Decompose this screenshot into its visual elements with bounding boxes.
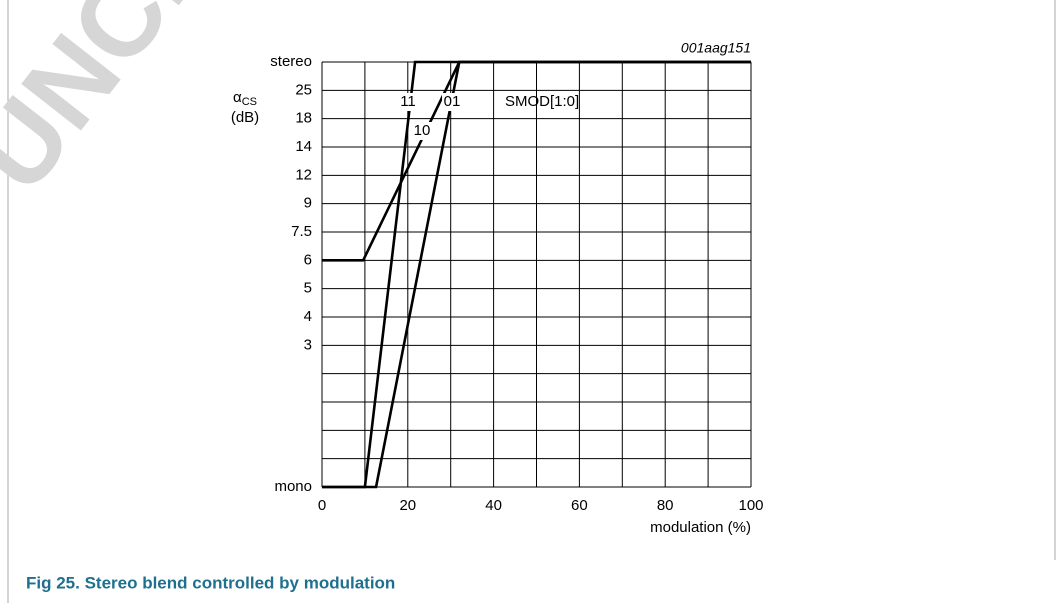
annotation: SMOD[1:0] xyxy=(505,93,579,110)
series-label-bg xyxy=(412,122,432,140)
y-tick-label: 12 xyxy=(295,166,312,183)
y-label-symbol: α xyxy=(233,89,242,106)
y-tick-label: 25 xyxy=(295,81,312,98)
y-tick-label: 6 xyxy=(304,251,312,268)
y-tick-label: 14 xyxy=(295,138,312,155)
y-tick-label: mono xyxy=(274,478,312,495)
y-tick-label: 18 xyxy=(295,110,312,127)
series-label: 10 xyxy=(414,122,431,139)
y-label: αCS xyxy=(233,89,257,108)
caption: Fig 25. Stereo blend controlled by modul… xyxy=(26,573,395,592)
y-tick-label: 3 xyxy=(304,336,312,353)
x-label: modulation (%) xyxy=(650,519,751,536)
y-tick-label: 4 xyxy=(304,308,312,325)
watermark: UNCL xyxy=(0,0,234,214)
y-tick-label: 5 xyxy=(304,280,312,297)
figure-code: 001aag151 xyxy=(681,40,751,56)
series-label: 11 xyxy=(400,93,416,110)
y-tick-label: stereo xyxy=(270,53,312,70)
series-label: 01 xyxy=(444,93,461,110)
x-tick-label: 80 xyxy=(657,497,674,514)
y-tick-label: 7.5 xyxy=(291,223,312,240)
x-tick-label: 100 xyxy=(738,497,763,514)
x-tick-label: 0 xyxy=(318,497,326,514)
x-tick-label: 40 xyxy=(485,497,502,514)
y-label-sub: CS xyxy=(242,96,257,108)
x-tick-label: 60 xyxy=(571,497,588,514)
y-tick-label: 9 xyxy=(304,195,312,212)
series-label-bg xyxy=(398,93,418,111)
x-tick-label: 20 xyxy=(399,497,416,514)
series-line xyxy=(322,60,751,489)
y-unit: (dB) xyxy=(231,109,259,126)
series-label-bg xyxy=(442,93,462,111)
